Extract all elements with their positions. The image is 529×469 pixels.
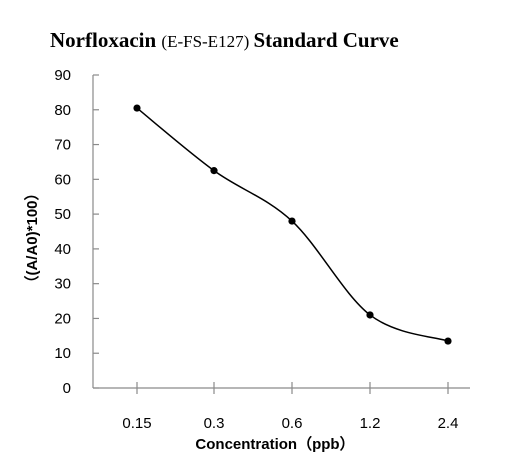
data-point-4 — [444, 337, 452, 345]
series-group — [133, 104, 452, 345]
chart-title-part-2: Standard Curve — [253, 28, 398, 52]
x-tick-label-1: 0.3 — [204, 415, 225, 432]
y-tick-label-50: 50 — [54, 206, 71, 223]
x-axis-label: Concentration（ppb） — [195, 435, 354, 453]
data-point-0 — [133, 104, 141, 112]
chart-title-part-0: Norfloxacin — [50, 28, 161, 52]
y-axis: 0 10 20 30 40 50 60 70 80 90 — [54, 67, 99, 397]
y-tick-label-60: 60 — [54, 171, 71, 188]
y-tick-label-30: 30 — [54, 276, 71, 293]
x-tick-label-4: 2.4 — [438, 415, 459, 432]
data-point-3 — [366, 311, 374, 319]
chart-title-part-1: (E-FS-E127) — [161, 32, 253, 51]
y-tick-label-0: 0 — [63, 380, 71, 397]
chart-title: Norfloxacin (E-FS-E127) Standard Curve — [50, 28, 399, 52]
y-tick-label-80: 80 — [54, 102, 71, 119]
x-axis: 0.15 0.3 0.6 1.2 2.4 — [93, 382, 470, 432]
y-tick-label-20: 20 — [54, 310, 71, 327]
x-tick-label-0: 0.15 — [122, 415, 151, 432]
y-tick-label-40: 40 — [54, 241, 71, 258]
x-tick-label-2: 0.6 — [282, 415, 303, 432]
y-tick-label-70: 70 — [54, 137, 71, 154]
y-tick-label-10: 10 — [54, 345, 71, 362]
y-axis-label: （(A/A0)*100） — [23, 185, 41, 290]
y-tick-label-90: 90 — [54, 67, 71, 84]
data-point-2 — [288, 217, 296, 225]
data-point-1 — [210, 167, 218, 175]
x-tick-label-3: 1.2 — [360, 415, 381, 432]
